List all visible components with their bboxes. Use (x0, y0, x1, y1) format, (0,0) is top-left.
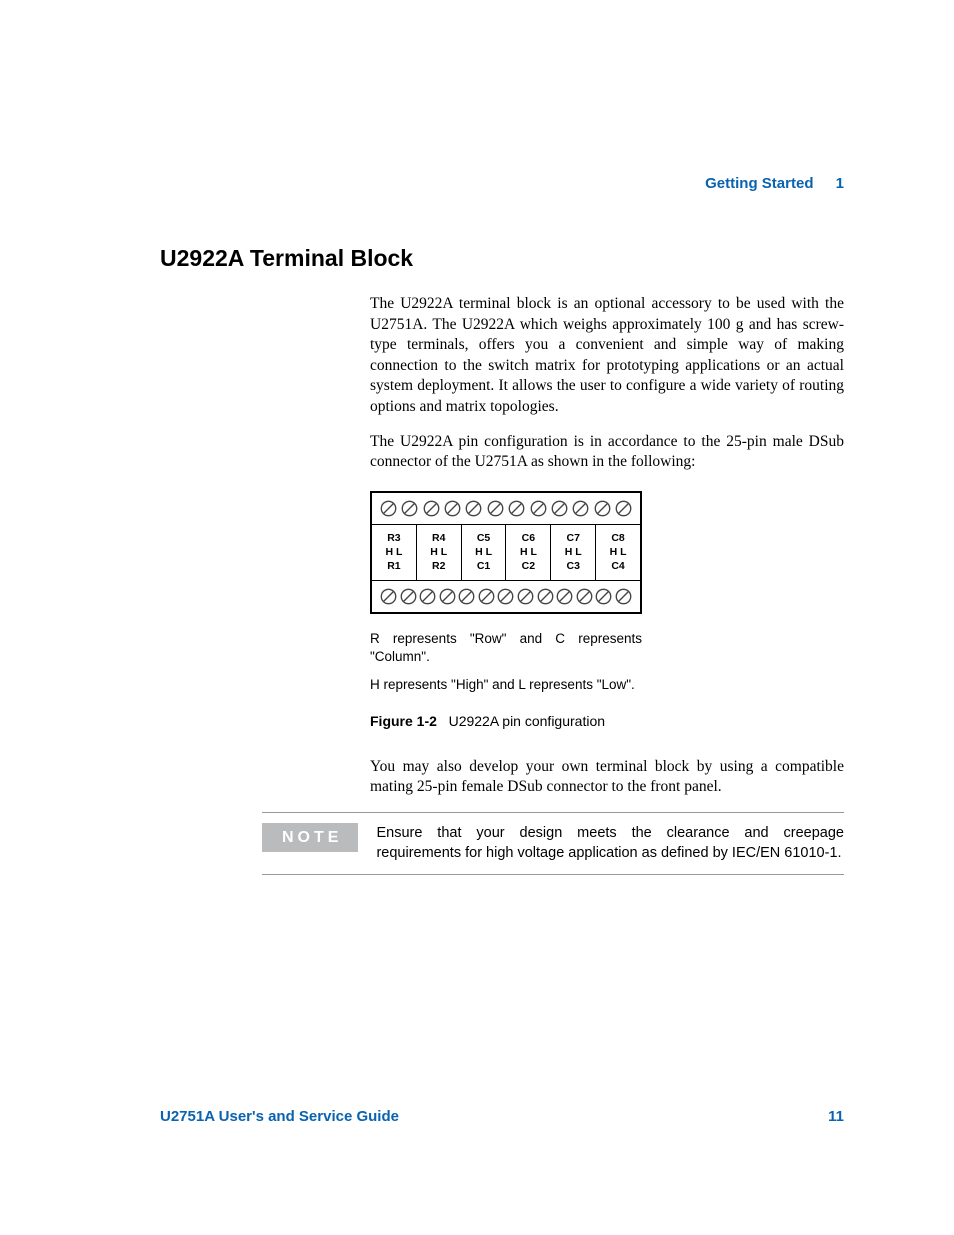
pin-label-top: C5 (462, 531, 506, 545)
figure-caption-text: U2922A pin configuration (449, 713, 605, 729)
screw-terminal-icon (551, 500, 568, 517)
screw-terminal-icon (556, 588, 573, 605)
figure-label: Figure 1-2 (370, 713, 437, 729)
screw-terminal-icon (497, 588, 514, 605)
pin-label-top: R4 (417, 531, 461, 545)
pin-label-top: C8 (596, 531, 640, 545)
page-footer: U2751A User's and Service Guide 11 (160, 1108, 844, 1125)
screw-terminal-icon (423, 500, 440, 517)
screw-terminal-icon (487, 500, 504, 517)
screw-terminal-icon (400, 588, 417, 605)
label-row: R3H LR1R4H LR2C5H LC1C6H LC2C7H LC3C8H L… (372, 525, 640, 581)
pin-label-cell: C6H LC2 (506, 525, 551, 581)
figure-caption: Figure 1-2 U2922A pin configuration (370, 712, 642, 731)
screw-terminal-icon (517, 588, 534, 605)
pin-label-bot: C1 (462, 559, 506, 573)
screw-terminal-icon (439, 588, 456, 605)
running-head-title: Getting Started (705, 175, 813, 192)
screw-terminal-icon (401, 500, 418, 517)
pin-label-mid: H L (551, 545, 595, 559)
pin-label-bot: R2 (417, 559, 461, 573)
pin-label-top: R3 (372, 531, 416, 545)
pin-label-bot: C4 (596, 559, 640, 573)
pin-label-cell: C5H LC1 (462, 525, 507, 581)
legend-line: R represents "Row" and C represents "Col… (370, 630, 642, 666)
paragraph: The U2922A pin configuration is in accor… (370, 432, 844, 473)
pin-configuration-diagram: R3H LR1R4H LR2C5H LC1C6H LC2C7H LC3C8H L… (370, 491, 642, 731)
pin-label-cell: R4H LR2 (417, 525, 462, 581)
note-block: NOTE Ensure that your design meets the c… (262, 812, 844, 875)
note-text: Ensure that your design meets the cleara… (376, 823, 844, 863)
running-head: Getting Started 1 (705, 175, 844, 192)
pin-label-mid: H L (372, 545, 416, 559)
footer-page-number: 11 (828, 1108, 844, 1125)
screw-row-top (372, 493, 640, 525)
chapter-number: 1 (836, 175, 844, 192)
diagram-legend: R represents "Row" and C represents "Col… (370, 630, 642, 694)
pin-label-cell: R3H LR1 (372, 525, 417, 581)
screw-terminal-icon (615, 500, 632, 517)
screw-terminal-icon (465, 500, 482, 517)
pin-label-mid: H L (462, 545, 506, 559)
pin-label-mid: H L (596, 545, 640, 559)
screw-terminal-icon (478, 588, 495, 605)
paragraph: The U2922A terminal block is an optional… (370, 294, 844, 418)
section-heading: U2922A Terminal Block (160, 245, 844, 272)
pin-label-cell: C7H LC3 (551, 525, 596, 581)
screw-terminal-icon (615, 588, 632, 605)
footer-guide-title: U2751A User's and Service Guide (160, 1108, 399, 1125)
body-column: The U2922A terminal block is an optional… (370, 294, 844, 875)
screw-row-bottom (372, 580, 640, 612)
terminal-block-outline: R3H LR1R4H LR2C5H LC1C6H LC2C7H LC3C8H L… (370, 491, 642, 615)
screw-terminal-icon (530, 500, 547, 517)
note-tag: NOTE (262, 823, 358, 852)
paragraph: You may also develop your own terminal b… (370, 757, 844, 798)
pin-label-bot: C3 (551, 559, 595, 573)
pin-label-mid: H L (417, 545, 461, 559)
screw-terminal-icon (380, 500, 397, 517)
screw-terminal-icon (595, 588, 612, 605)
legend-line: H represents "High" and L represents "Lo… (370, 676, 642, 694)
pin-label-mid: H L (506, 545, 550, 559)
pin-label-cell: C8H LC4 (596, 525, 640, 581)
screw-terminal-icon (572, 500, 589, 517)
screw-terminal-icon (458, 588, 475, 605)
pin-label-top: C7 (551, 531, 595, 545)
screw-terminal-icon (537, 588, 554, 605)
pin-label-bot: C2 (506, 559, 550, 573)
pin-label-top: C6 (506, 531, 550, 545)
screw-terminal-icon (576, 588, 593, 605)
screw-terminal-icon (419, 588, 436, 605)
pin-label-bot: R1 (372, 559, 416, 573)
screw-terminal-icon (444, 500, 461, 517)
screw-terminal-icon (380, 588, 397, 605)
screw-terminal-icon (508, 500, 525, 517)
screw-terminal-icon (594, 500, 611, 517)
page: Getting Started 1 U2922A Terminal Block … (0, 0, 954, 1235)
